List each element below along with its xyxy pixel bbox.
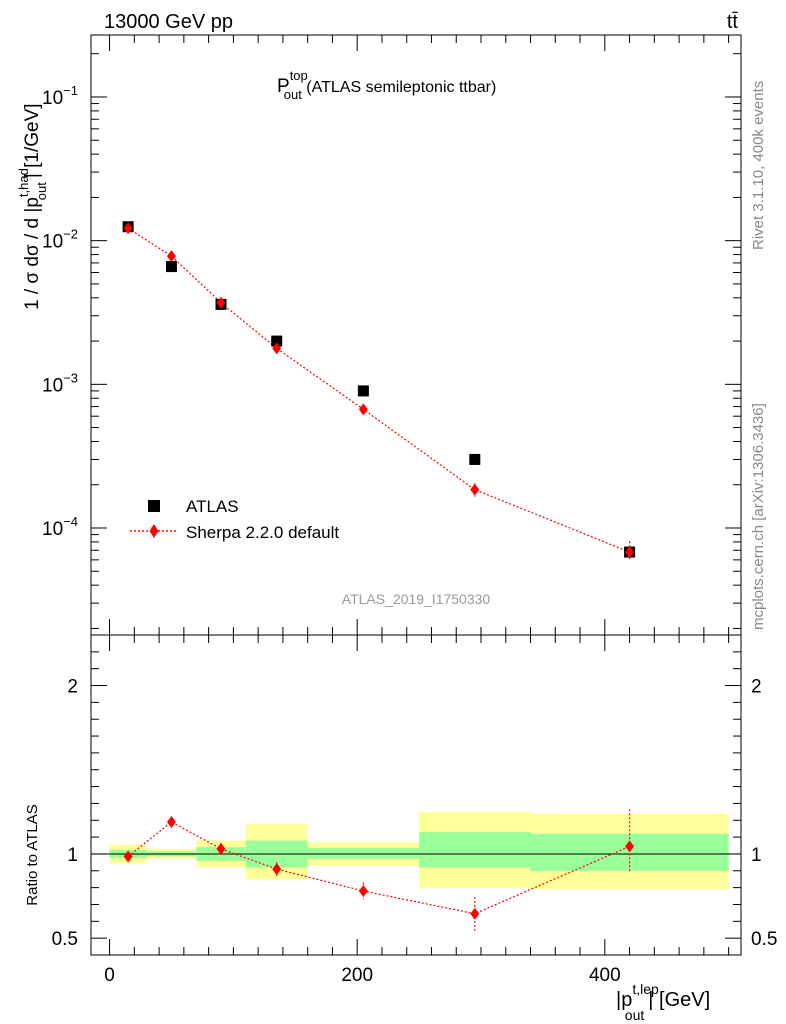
x-axis-label-suffix: | [GeV] (648, 989, 710, 1011)
main-y-tick-exp: −2 (63, 227, 78, 242)
legend-atlas-marker (148, 500, 160, 512)
ratio-sherpa-point (216, 842, 226, 855)
x-tick-label: 400 (589, 965, 621, 986)
ratio-sherpa-point (358, 885, 368, 897)
sherpa-data-point (216, 296, 226, 309)
atlas-data-point (165, 261, 177, 273)
legend-sherpa-label: Sherpa 2.2.0 default (186, 523, 339, 542)
ratio-series (123, 809, 635, 931)
ratio-y-axis-label: Ratio to ATLAS (24, 804, 41, 905)
legend: ATLAS Sherpa 2.2.0 default (130, 497, 339, 542)
main-y-tick-label: 10−1 (42, 83, 78, 109)
main-y-axis-label: 1 / σ dσ / d |pt,had out | [1/GeV] (16, 103, 49, 310)
x-tick-label: 0 (104, 965, 115, 986)
main-y-tick-exp: −1 (63, 83, 78, 98)
sherpa-data-point (123, 222, 133, 235)
ratio-sherpa-point (470, 907, 480, 920)
plot-title-sub: out (284, 87, 302, 102)
sherpa-data-point (272, 342, 282, 355)
ratio-sherpa-point (166, 815, 176, 828)
ratio-sherpa-point (123, 850, 133, 863)
main-series (122, 221, 636, 561)
sherpa-data-point (166, 250, 176, 263)
x-axis-label-prefix: |p (616, 989, 632, 1011)
main-y-tick-exp: −3 (63, 370, 78, 385)
rivet-version-label: Rivet 3.1.10, 400k events (750, 81, 767, 250)
mcplots-label: mcplots.cern.ch [arXiv:1306.3436] (750, 403, 767, 630)
ratio-y-tick-label: 1 (67, 845, 78, 866)
analysis-watermark: ATLAS_2019_I1750330 (342, 591, 491, 607)
main-y-tick-label: 10−2 (42, 227, 78, 253)
atlas-data-point (357, 385, 369, 397)
ratio-y-tick-label: 0.5 (52, 929, 78, 950)
main-axes: 10−110−210−310−4 (42, 34, 742, 636)
ratio-y-tick-label-right: 1 (751, 845, 762, 866)
plot-title: Ptop out (ATLAS semileptonic ttbar) (277, 68, 496, 102)
ratio-bands (109, 811, 729, 890)
sherpa-data-point (358, 403, 368, 416)
legend-atlas-label: ATLAS (186, 497, 239, 516)
ratio-sherpa-point (272, 863, 282, 876)
plot-title-sup: top (290, 68, 308, 83)
ratio-y-tick-label-right: 2 (751, 677, 762, 698)
main-frame (90, 34, 742, 636)
ratio-band-inner-5 (419, 832, 531, 868)
x-tick-label: 200 (341, 965, 373, 986)
main-y-axis-label-sup: t,had (16, 168, 31, 197)
main-y-axis-label-sub: out (34, 182, 49, 200)
ratio-sherpa-point (625, 840, 635, 853)
x-axis-label-sup: t,lep (632, 981, 659, 997)
atlas-data-point (271, 335, 283, 347)
energy-label: 13000 GeV pp (104, 11, 233, 33)
ratio-frame (90, 634, 742, 956)
ratio-y-tick-label: 2 (67, 677, 78, 698)
main-y-tick-exp: −4 (63, 514, 78, 529)
process-label: tt̄ (727, 11, 739, 33)
ratio-y-tick-label-right: 0.5 (751, 929, 777, 950)
x-axis-label: |pt,lep out| [GeV] (616, 981, 710, 1023)
main-y-tick-label: 10−3 (42, 370, 78, 396)
main-y-tick-label: 10−4 (42, 514, 78, 540)
sherpa-data-point (625, 546, 635, 559)
main-y-tick-base: 10 (42, 519, 63, 540)
main-y-axis-label-prefix: 1 / σ dσ / d |p (22, 197, 43, 310)
x-axis-label-sub: out (625, 1007, 645, 1023)
main-y-tick-base: 10 (42, 88, 63, 109)
plot-title-base: P (277, 76, 290, 97)
atlas-data-point (469, 453, 481, 465)
main-y-tick-base: 10 (42, 232, 63, 253)
main-y-axis-label-suffix: | [1/GeV] (22, 103, 43, 178)
legend-sherpa-marker (149, 524, 159, 538)
ratio-axes: 0.5 0.5 1 1 2 2 0 200 400 (52, 634, 777, 986)
plot-title-rest: (ATLAS semileptonic ttbar) (302, 79, 496, 96)
sherpa-data-point (470, 483, 480, 496)
main-y-tick-base: 10 (42, 375, 63, 396)
